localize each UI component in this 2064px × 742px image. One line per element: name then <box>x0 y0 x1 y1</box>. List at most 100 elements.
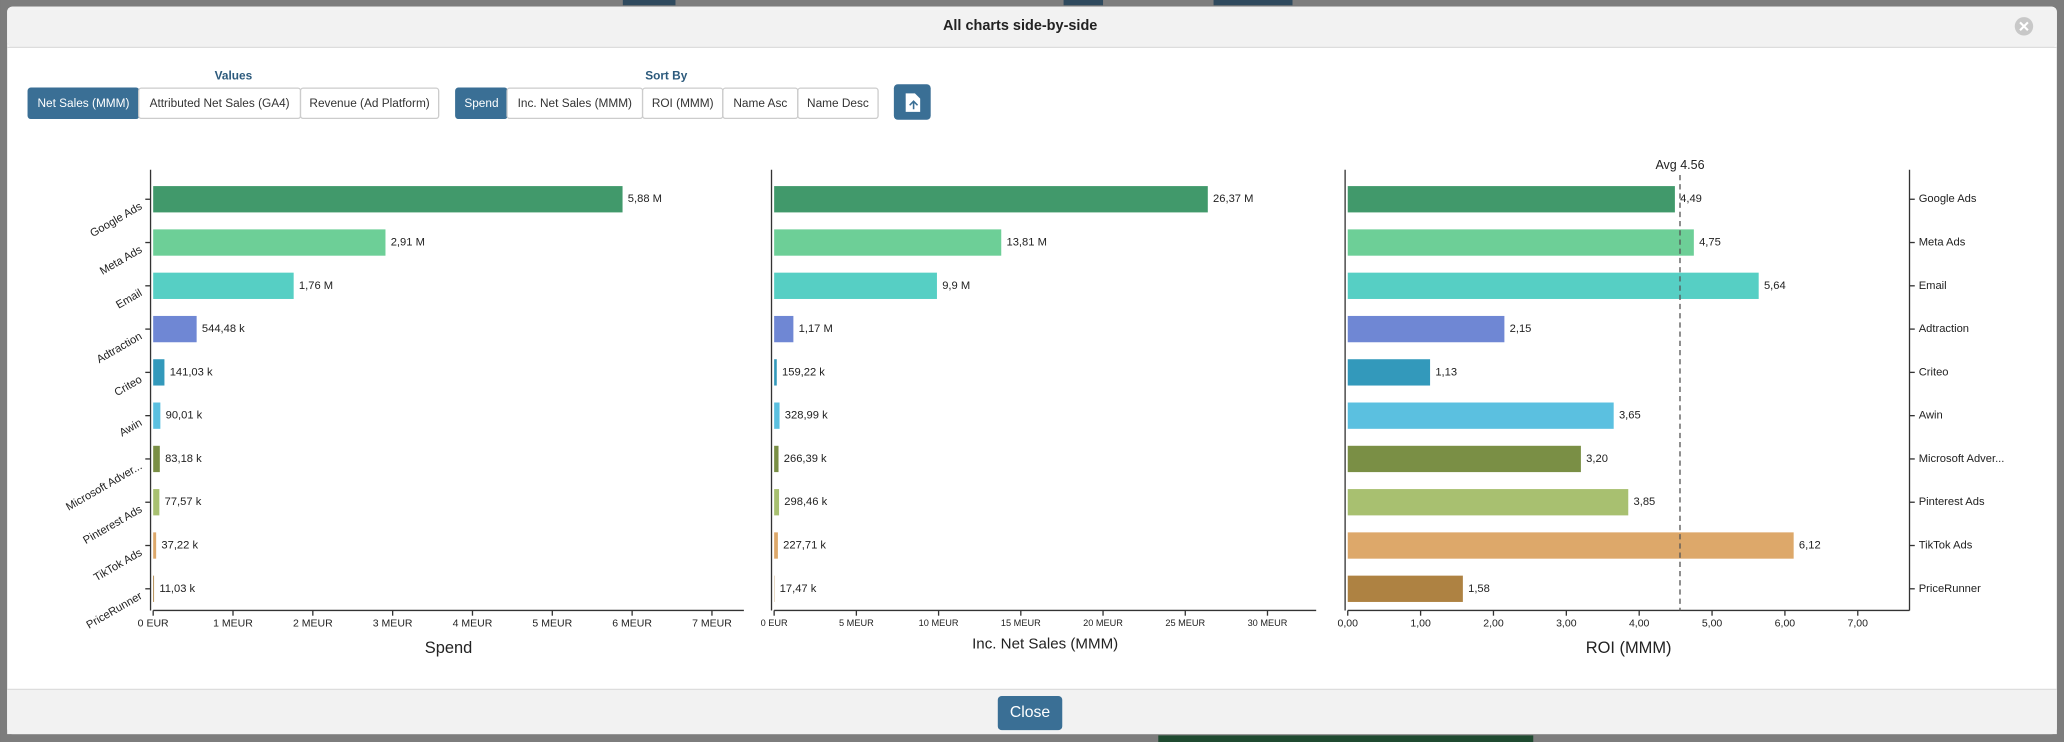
bar <box>153 445 160 473</box>
value-label: 26,37 M <box>1213 193 1253 205</box>
value-label: 159,22 k <box>782 366 825 378</box>
value-label: 11,03 k <box>159 583 195 595</box>
x-tick-label: 5 MEUR <box>532 617 572 629</box>
modal-header <box>7 6 2057 48</box>
value-label: 1,58 <box>1468 583 1490 595</box>
category-label: Criteo <box>1919 366 1949 378</box>
bar <box>774 532 778 559</box>
value-label: 9,9 M <box>942 280 970 292</box>
bar <box>1347 186 1675 213</box>
bar <box>1347 315 1505 343</box>
toggle-button-label[interactable]: Revenue (Ad Platform) <box>309 96 429 110</box>
value-label: 17,47 k <box>780 583 817 595</box>
value-label: 77,57 k <box>165 496 202 508</box>
close-button[interactable] <box>997 695 1063 731</box>
x-tick-label: 20 MEUR <box>1083 618 1123 628</box>
value-label: 1,17 M <box>799 323 833 335</box>
x-tick-label: 15 MEUR <box>1001 618 1041 628</box>
value-label: 6,12 <box>1799 539 1821 551</box>
bar <box>774 402 780 429</box>
close-button-label[interactable]: Close <box>1010 704 1051 721</box>
toggle-button-label[interactable]: Name Asc <box>733 96 787 110</box>
export-icon-arrow <box>909 100 919 110</box>
bar <box>153 489 160 516</box>
x-tick-label: 6 MEUR <box>612 617 652 629</box>
bar <box>1347 445 1581 473</box>
bg-button <box>1063 0 1104 6</box>
value-label: 328,99 k <box>785 410 828 422</box>
bar <box>1347 229 1694 256</box>
bar <box>774 359 777 386</box>
bar <box>774 315 794 343</box>
bar <box>774 272 937 299</box>
x-tick-label: 10 MEUR <box>919 618 959 628</box>
category-label: Meta Ads <box>1919 236 1966 248</box>
bar <box>1347 575 1463 602</box>
bg-button <box>1213 0 1293 6</box>
x-axis-title: Inc. Net Sales (MMM) <box>972 636 1118 653</box>
bar <box>153 272 294 299</box>
bar <box>1347 402 1614 429</box>
value-label: 4,75 <box>1699 236 1721 248</box>
category-label: Microsoft Adver... <box>1919 453 2005 465</box>
x-tick-label: 7 MEUR <box>692 617 732 629</box>
toggle-button[interactable] <box>797 87 879 120</box>
category-label: Pinterest Ads <box>1919 496 1985 508</box>
value-label: 1,76 M <box>299 280 333 292</box>
x-tick-label: 5 MEUR <box>839 618 874 628</box>
bar <box>774 186 1208 213</box>
bar <box>153 229 386 256</box>
bar <box>774 229 1002 256</box>
bar <box>153 186 623 213</box>
value-label: 2,15 <box>1510 323 1532 335</box>
value-label: 5,88 M <box>628 193 662 205</box>
value-label: 266,39 k <box>784 453 827 465</box>
bar <box>153 575 155 602</box>
value-label: 3,20 <box>1586 453 1608 465</box>
value-label: 13,81 M <box>1007 236 1047 248</box>
x-tick-label: 7,00 <box>1848 617 1869 629</box>
sort-label: Sort By <box>645 68 687 82</box>
category-label: TikTok Ads <box>1919 539 1973 551</box>
x-tick-label: 0,00 <box>1338 617 1359 629</box>
x-tick-label: 4,00 <box>1629 617 1650 629</box>
category-label: Google Ads <box>1919 193 1977 205</box>
bar <box>153 315 197 343</box>
x-tick-label: 25 MEUR <box>1165 618 1205 628</box>
category-label: PriceRunner <box>1919 583 1981 595</box>
bar <box>1347 489 1629 516</box>
value-label: 3,85 <box>1634 496 1656 508</box>
bar <box>153 359 165 386</box>
category-label: Email <box>1919 280 1947 292</box>
x-tick-label: 2,00 <box>1483 617 1504 629</box>
toggle-button-label[interactable]: Name Desc <box>807 96 869 110</box>
bg-button <box>622 0 676 6</box>
x-tick-label: 2 MEUR <box>293 617 333 629</box>
bar <box>774 489 780 516</box>
category-label: Awin <box>1919 410 1943 422</box>
bar <box>1347 532 1794 559</box>
toggle-button-label[interactable]: ROI (MMM) <box>652 96 714 110</box>
x-tick-label: 1,00 <box>1410 617 1431 629</box>
value-label: 83,18 k <box>165 453 202 465</box>
toggle-button-label[interactable]: Inc. Net Sales (MMM) <box>518 96 632 110</box>
toggle-button-label[interactable]: Spend <box>464 96 498 110</box>
bar <box>1347 272 1759 299</box>
value-label: 90,01 k <box>166 410 203 422</box>
toggle-button-label[interactable]: Attributed Net Sales (GA4) <box>150 96 290 110</box>
value-label: 2,91 M <box>391 236 425 248</box>
value-label: 227,71 k <box>783 539 826 551</box>
x-tick-label: 0 EUR <box>138 617 169 629</box>
value-label: 4,49 <box>1680 193 1702 205</box>
bar <box>153 402 161 429</box>
value-label: 544,48 k <box>202 323 245 335</box>
value-label: 3,65 <box>1619 410 1641 422</box>
x-tick-label: 30 MEUR <box>1248 618 1288 628</box>
value-label: 5,64 <box>1764 280 1786 292</box>
bar <box>1347 359 1431 386</box>
toggle-button[interactable] <box>299 87 440 120</box>
value-label: 141,03 k <box>170 366 213 378</box>
toggle-button-label[interactable]: Net Sales (MMM) <box>37 96 129 110</box>
